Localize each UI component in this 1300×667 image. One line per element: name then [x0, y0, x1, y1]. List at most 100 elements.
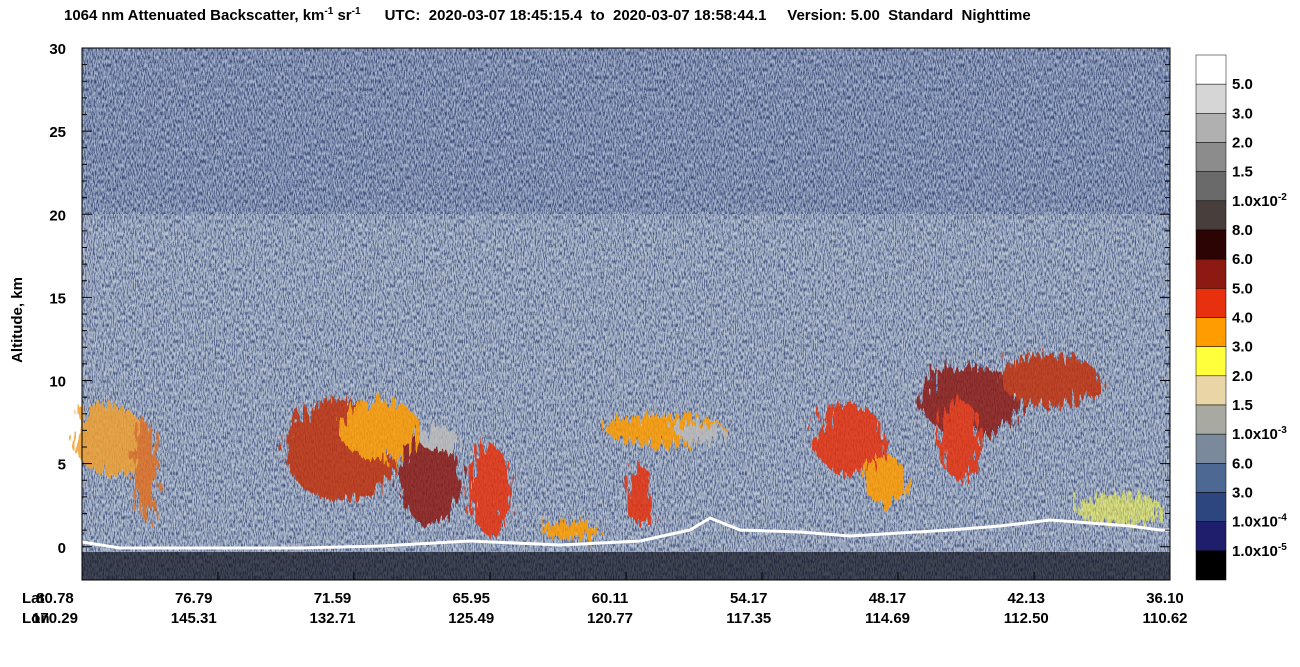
colorbar-label: 6.0: [1232, 251, 1253, 268]
colorbar-label-text: 1.0x10: [1232, 543, 1278, 560]
y-tick-label: 5: [58, 457, 66, 474]
colorbar-label: 1.0x10-2: [1232, 192, 1287, 210]
cloud: [1000, 355, 1100, 405]
colorbar-swatch: [1195, 200, 1227, 231]
cloud: [133, 420, 157, 520]
colorbar-label: 2.0: [1232, 368, 1253, 385]
colorbar-label: 4.0: [1232, 310, 1253, 327]
cloud: [815, 405, 885, 475]
colorbar-label: 1.0x10-3: [1232, 425, 1287, 443]
cloud: [865, 455, 905, 505]
x-tick-label: 76.79: [175, 590, 213, 607]
colorbar-label-text: 1.0x10: [1232, 514, 1278, 531]
colorbar-label-text: 4.0: [1232, 310, 1253, 327]
x-tick-label: 120.77: [587, 610, 633, 627]
colorbar-label-text: 8.0: [1232, 222, 1253, 239]
title-part: sr: [333, 7, 352, 24]
y-tick-label: 10: [49, 374, 66, 391]
x-tick-label: 48.17: [869, 590, 907, 607]
colorbar-swatch: [1195, 54, 1227, 85]
colorbar-label-sup: -2: [1278, 192, 1287, 203]
colorbar-label: 6.0: [1232, 455, 1253, 472]
colorbar-label-sup: -4: [1278, 513, 1287, 524]
y-tick-label: 30: [49, 41, 66, 58]
x-tick-label: 54.17: [730, 590, 768, 607]
colorbar-label-text: 5.0: [1232, 280, 1253, 297]
colorbar-label-sup: -3: [1278, 425, 1287, 436]
x-tick-label: 132.71: [310, 610, 356, 627]
colorbar-label-text: 5.0: [1232, 76, 1253, 93]
chart-title: 1064 nm Attenuated Backscatter, km-1 sr-…: [64, 6, 1031, 24]
x-row-name: Lon: [22, 610, 50, 627]
colorbar-swatch: [1195, 171, 1227, 202]
colorbar-label-text: 3.0: [1232, 105, 1253, 122]
y-tick-label: 0: [58, 540, 66, 557]
colorbar-swatch: [1195, 463, 1227, 493]
surface-line: [81, 516, 1170, 550]
x-row-name: Lat: [22, 590, 45, 607]
colorbar-label-text: 6.0: [1232, 455, 1253, 472]
x-tick-label: 145.31: [171, 610, 217, 627]
colorbar-label: 1.5: [1232, 164, 1253, 181]
colorbar-label-text: 2.0: [1232, 368, 1253, 385]
colorbar-label-text: 1.5: [1232, 164, 1253, 181]
x-tick-label: 80.78: [36, 590, 74, 607]
colorbar-swatch: [1195, 229, 1227, 260]
colorbar-swatch: [1195, 550, 1227, 581]
colorbar-swatch: [1195, 521, 1227, 552]
cloud: [75, 405, 145, 475]
x-tick-label: 117.35: [726, 610, 771, 627]
colorbar-label: 3.0: [1232, 339, 1253, 356]
colorbar-label-text: 6.0: [1232, 251, 1253, 268]
x-tick-label: 65.95: [452, 590, 490, 607]
colorbar-swatch: [1195, 288, 1227, 318]
colorbar-label: 1.5: [1232, 397, 1253, 414]
colorbar-swatch: [1195, 317, 1227, 347]
x-tick-label: 114.69: [865, 610, 910, 627]
colorbar-label: 1.0x10-4: [1232, 513, 1287, 531]
colorbar-label: 8.0: [1232, 222, 1253, 239]
cloud: [940, 400, 980, 480]
y-axis-label: Altitude, km: [9, 277, 26, 363]
curtain: [75, 48, 1170, 580]
cloud: [400, 435, 460, 525]
x-tick-label: 170.29: [32, 610, 78, 627]
x-tick-label: 71.59: [314, 590, 352, 607]
colorbar-label: 2.0: [1232, 135, 1253, 152]
x-tick-label: 110.62: [1142, 610, 1187, 627]
x-tick-label: 125.49: [448, 610, 494, 627]
subtitle: UTC: 2020-03-07 18:45:15.4 to 2020-03-07…: [385, 7, 1031, 24]
colorbar-swatch: [1195, 375, 1227, 406]
colorbar-label: 1.0x10-5: [1232, 542, 1287, 560]
title-sup: -1: [324, 6, 333, 17]
cloud: [1075, 495, 1165, 525]
colorbar-label-text: 1.5: [1232, 397, 1253, 414]
colorbar-swatch: [1195, 83, 1227, 114]
colorbar-label-text: 1.0x10: [1232, 193, 1278, 210]
colorbar-label-sup: -5: [1278, 542, 1287, 553]
colorbar-label-text: 3.0: [1232, 485, 1253, 502]
colorbar-label: 3.0: [1232, 105, 1253, 122]
x-tick-label: 60.11: [592, 590, 629, 607]
colorbar-swatch: [1195, 142, 1227, 172]
cloud: [340, 400, 420, 460]
colorbar-swatch: [1195, 433, 1227, 464]
colorbar-swatch: [1195, 404, 1227, 435]
y-tick-label: 15: [49, 290, 66, 307]
cloud: [675, 422, 725, 442]
x-tick-label: 36.10: [1146, 590, 1184, 607]
y-tick-label: 25: [49, 124, 66, 141]
upper-noise: [82, 48, 1170, 214]
title-sup: -1: [352, 6, 361, 17]
colorbar-swatch: [1195, 113, 1227, 143]
colorbar-swatch: [1195, 346, 1227, 377]
cloud-layer: [75, 355, 1165, 538]
colorbar-swatch: [1195, 492, 1227, 522]
colorbar-label: 5.0: [1232, 76, 1253, 93]
colorbar-label-text: 1.0x10: [1232, 426, 1278, 443]
x-tick-label: 112.50: [1004, 610, 1049, 627]
colorbar-label: 3.0: [1232, 485, 1253, 502]
x-tick-label: 42.13: [1007, 590, 1045, 607]
cloud: [470, 445, 510, 535]
